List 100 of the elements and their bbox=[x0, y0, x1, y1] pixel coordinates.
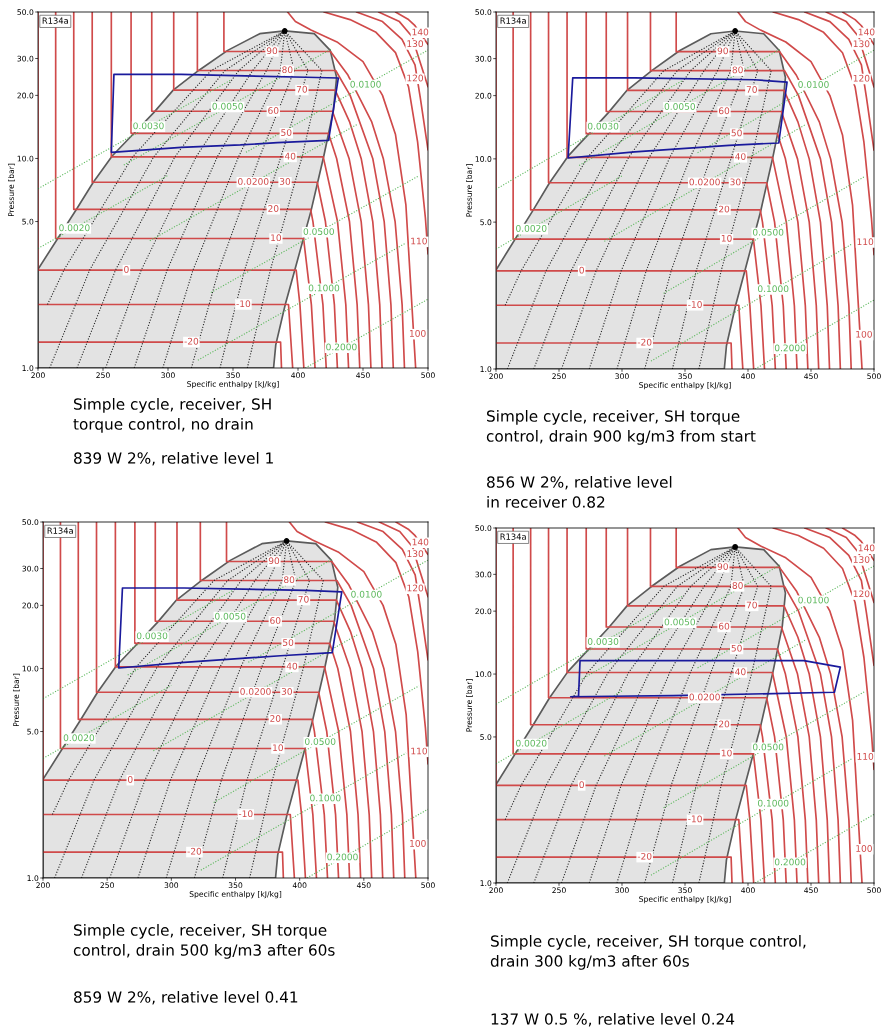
annotation: -20 bbox=[637, 338, 652, 346]
annotation: 0.0500 bbox=[752, 228, 784, 236]
annotation: 110 bbox=[411, 747, 428, 755]
annotation: 40 bbox=[286, 662, 298, 670]
annotation: 100 bbox=[856, 845, 872, 852]
annotation: 10 bbox=[271, 234, 282, 242]
annotation: 0.0500 bbox=[305, 738, 336, 745]
annotation: 70 bbox=[296, 85, 308, 93]
text: Simple cycle, receiver, SH torque control, drain 300 kg/m3 after 60s bbox=[490, 935, 806, 970]
annotation: 0.0030 bbox=[587, 122, 619, 130]
annotation: 120 bbox=[407, 584, 424, 592]
annotation: 70 bbox=[298, 595, 309, 603]
annotation: 60 bbox=[718, 622, 730, 630]
annotation: 0.0020 bbox=[516, 739, 547, 747]
annotation: 0.1000 bbox=[758, 799, 789, 807]
annotation: 140 bbox=[412, 28, 429, 36]
annotation: 80 bbox=[282, 66, 293, 74]
text: 839 W 2%, relative level 1 bbox=[74, 452, 273, 466]
annotation: 10 bbox=[273, 744, 283, 752]
annotation: 0.2000 bbox=[327, 853, 358, 861]
annotation: 80 bbox=[732, 582, 743, 589]
annotation: 0 bbox=[579, 266, 584, 274]
annotation: 120 bbox=[853, 74, 870, 82]
text: Simple cycle, receiver, SH torque control, drain 500 kg/m3 after 60s bbox=[73, 924, 335, 959]
annotation: 50 bbox=[731, 644, 742, 652]
annotation: 0.0200 bbox=[238, 178, 269, 185]
annotation: 10 bbox=[721, 234, 732, 242]
annotation: 0.2000 bbox=[774, 858, 806, 866]
annotation: 130 bbox=[407, 550, 424, 558]
annotation: 20 bbox=[268, 205, 279, 212]
annotation: 0.0500 bbox=[752, 743, 784, 751]
annotation: 90 bbox=[717, 563, 728, 570]
annotation: -20 bbox=[187, 847, 202, 855]
annotation: 0.1000 bbox=[310, 794, 341, 802]
annotation: R134a bbox=[47, 527, 73, 534]
annotation: 20 bbox=[718, 205, 730, 213]
annotation: 140 bbox=[858, 28, 875, 36]
text: Simple cycle, receiver, SH torque control, drain 900 kg/m3 from start bbox=[486, 410, 756, 445]
annotation: 0.0020 bbox=[59, 224, 90, 232]
annotation: 100 bbox=[856, 330, 872, 338]
annotation: 0 bbox=[127, 775, 133, 783]
annotation: 0.0020 bbox=[63, 734, 95, 742]
annotation: -10 bbox=[688, 815, 702, 823]
annotation: 130 bbox=[407, 40, 424, 48]
annotation: 0.0050 bbox=[215, 612, 246, 620]
annotation: -10 bbox=[238, 810, 253, 818]
annotation: 0.0200 bbox=[240, 688, 271, 695]
annotation: 40 bbox=[284, 152, 296, 160]
annotation: 110 bbox=[411, 237, 427, 245]
annotation: 0.0050 bbox=[664, 103, 696, 110]
annotation: 50 bbox=[731, 129, 742, 137]
annotation: 0.0050 bbox=[212, 102, 243, 110]
annotation: 40 bbox=[735, 668, 746, 676]
annotation: 130 bbox=[853, 40, 870, 48]
annotation: -10 bbox=[688, 301, 702, 308]
text: 856 W 2%, relative level in receiver 0.82 bbox=[487, 476, 672, 508]
annotation: 130 bbox=[853, 556, 870, 563]
annotation: 40 bbox=[735, 153, 746, 160]
annotation: 20 bbox=[718, 720, 730, 728]
annotation: 0.0030 bbox=[136, 632, 168, 640]
annotation: 60 bbox=[268, 107, 279, 114]
annotation: R134a bbox=[500, 17, 526, 24]
annotation: 140 bbox=[858, 544, 875, 552]
annotation: 100 bbox=[409, 329, 426, 337]
annotation: 0 bbox=[124, 265, 129, 273]
annotation: 10 bbox=[721, 749, 732, 757]
annotation: 60 bbox=[270, 617, 281, 624]
annotation: 80 bbox=[284, 576, 295, 584]
annotation: 0.1000 bbox=[308, 284, 340, 292]
annotation: 0.0030 bbox=[587, 638, 619, 645]
text: Simple cycle, receiver, SH torque control, no drain bbox=[73, 398, 271, 433]
annotation: 0.0200 bbox=[689, 178, 720, 186]
annotation: 0.0200 bbox=[689, 693, 720, 701]
text: 859 W 2%, relative level 0.41 bbox=[74, 991, 298, 1005]
annotation: -20 bbox=[637, 852, 652, 860]
annotation: 120 bbox=[853, 590, 870, 598]
annotation: 100 bbox=[410, 839, 426, 847]
annotation: 0.0500 bbox=[303, 228, 334, 235]
annotation: 50 bbox=[283, 639, 294, 646]
annotation: R134a bbox=[42, 17, 68, 24]
annotation: 110 bbox=[857, 238, 874, 246]
annotation: 0.0100 bbox=[798, 81, 829, 88]
annotation: 70 bbox=[746, 86, 757, 93]
annotation: 120 bbox=[407, 74, 424, 82]
annotation: 30 bbox=[730, 178, 741, 186]
text: 137 W 0.5 %, relative level 0.24 bbox=[491, 1013, 735, 1027]
annotation: 0.0020 bbox=[516, 224, 547, 232]
annotation: 30 bbox=[279, 178, 291, 185]
annotation: 30 bbox=[281, 688, 292, 695]
annotation: 80 bbox=[732, 66, 743, 74]
annotation: 0 bbox=[579, 781, 584, 789]
annotation: 110 bbox=[857, 752, 874, 760]
annotation: 0.0100 bbox=[350, 80, 381, 88]
annotation: 50 bbox=[281, 129, 292, 136]
annotation: -10 bbox=[236, 300, 251, 308]
annotation: 140 bbox=[412, 538, 429, 546]
annotation: 0.0030 bbox=[133, 122, 164, 130]
annotation: 90 bbox=[266, 47, 278, 55]
annotation: 0.2000 bbox=[774, 344, 806, 352]
annotation: 70 bbox=[746, 601, 757, 609]
